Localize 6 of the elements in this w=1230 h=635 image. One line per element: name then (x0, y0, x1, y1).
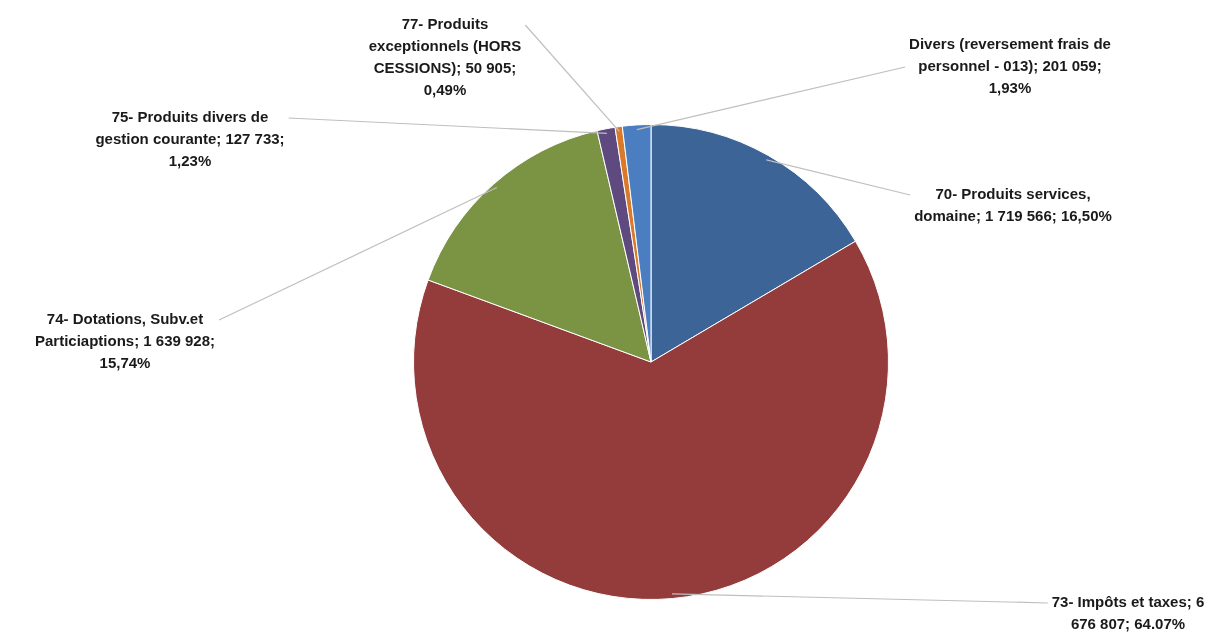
slice-label: 77- Produits exceptionnels (HORS CESSIONS); 50 905; 0,49% (368, 15, 522, 99)
slice-label: 75- Produits divers de gestion courante; 127 733; 1,23% (95, 108, 285, 170)
slice-label: 73- Impôts et taxes; 6 676 807; 64.07% (1051, 593, 1205, 633)
slice-label: 70- Produits services, domaine; 1 719 566; 16,50% (914, 185, 1112, 225)
slice-label: Divers (reversement frais de personnel - 013); 201 059; 1,93% (909, 35, 1111, 97)
slice-label: 74- Dotations, Subv.et Particiaptions; 1 639 928; 15,74% (34, 310, 216, 372)
